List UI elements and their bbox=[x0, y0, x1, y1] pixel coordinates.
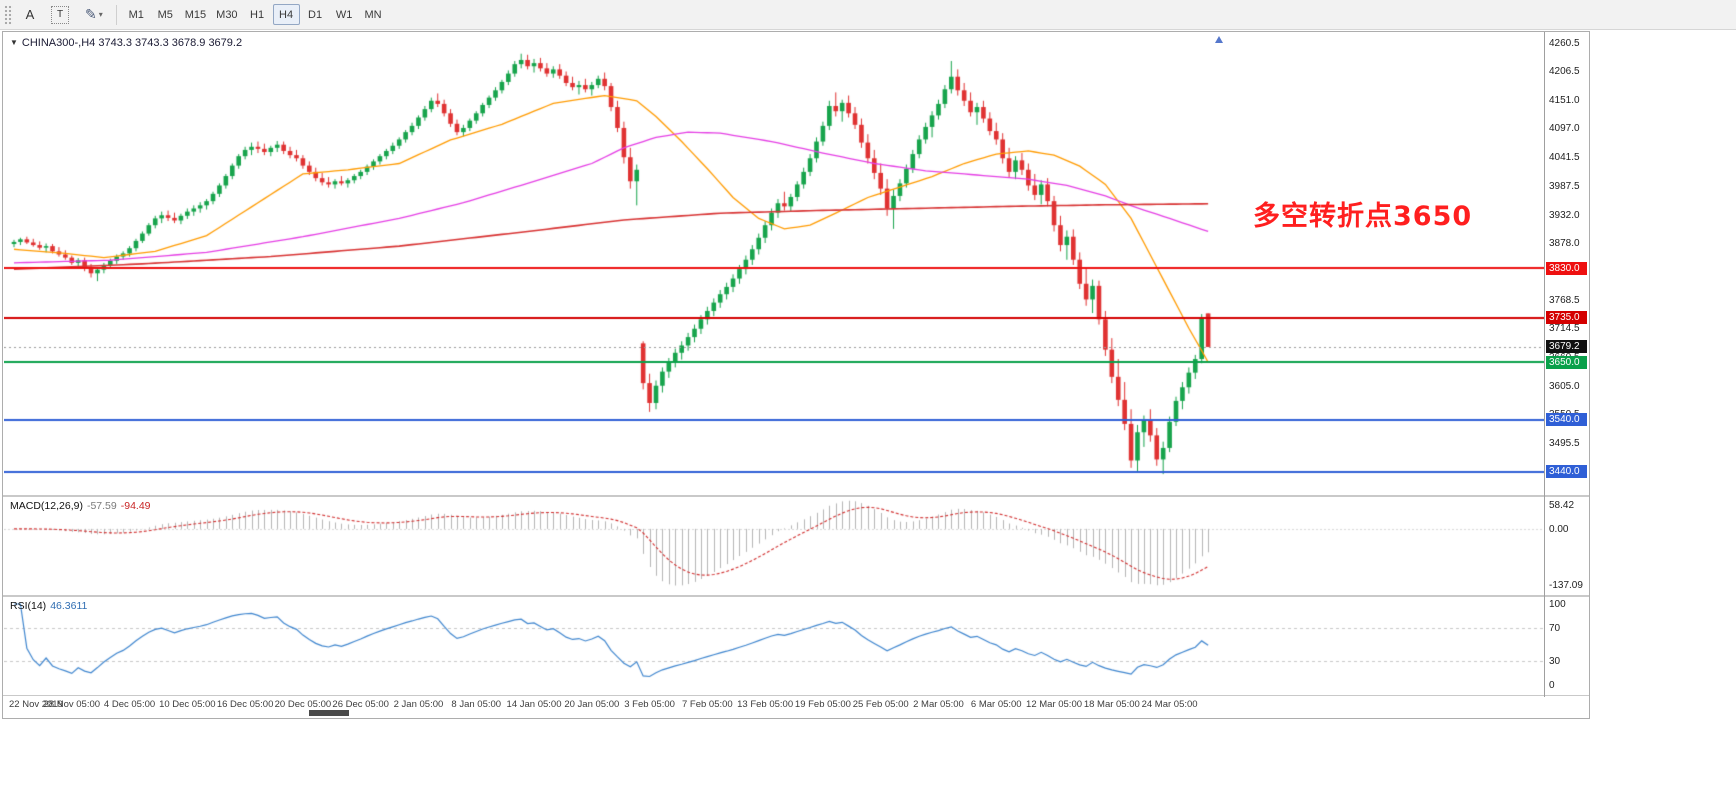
date-label: 2 Jan 05:00 bbox=[393, 699, 444, 710]
price-tag: 3650.0 bbox=[1546, 355, 1587, 369]
price-grid-label: 3495.5 bbox=[1549, 437, 1580, 449]
rsi-axis-label: 70 bbox=[1549, 623, 1561, 635]
timeframe-button-M30[interactable]: M30 bbox=[212, 4, 241, 25]
price-grid-label: 4097.0 bbox=[1549, 123, 1580, 135]
date-label: 18 Mar 05:00 bbox=[1083, 699, 1140, 710]
arrow-text-tool-button[interactable]: A bbox=[18, 3, 42, 27]
toolbar-grip[interactable] bbox=[4, 4, 13, 25]
date-label: 28 Nov 05:00 bbox=[43, 699, 101, 710]
price-grid-label: 3932.0 bbox=[1549, 209, 1580, 221]
rsi-axis-label: 30 bbox=[1549, 655, 1561, 667]
date-label: 20 Jan 05:00 bbox=[564, 699, 620, 710]
price-grid-label: 4151.0 bbox=[1549, 95, 1580, 107]
price-tag: 3440.0 bbox=[1546, 465, 1587, 479]
price-grid-label: 3987.5 bbox=[1549, 180, 1580, 192]
main-price-chart[interactable] bbox=[4, 33, 1544, 495]
price-tag: 3830.0 bbox=[1546, 261, 1587, 275]
date-label: 26 Dec 05:00 bbox=[332, 699, 389, 710]
symbol-menu-icon[interactable]: ▼ bbox=[10, 38, 18, 47]
timeframe-button-H1[interactable]: H1 bbox=[244, 4, 271, 25]
panel-separator[interactable] bbox=[3, 495, 1589, 497]
timeframe-button-D1[interactable]: D1 bbox=[302, 4, 329, 25]
date-label: 2 Mar 05:00 bbox=[913, 699, 964, 710]
chevron-down-icon: ▾ bbox=[98, 10, 103, 19]
rsi-value: 46.3611 bbox=[50, 600, 88, 612]
price-tag: 3540.0 bbox=[1546, 413, 1587, 427]
date-label: 12 Mar 05:00 bbox=[1026, 699, 1083, 710]
symbol-ohlc-title: ▼ CHINA300-,H4 3743.3 3743.3 3678.9 3679.… bbox=[10, 37, 243, 49]
timeframe-button-M15[interactable]: M15 bbox=[181, 4, 210, 25]
price-grid-label: 4206.5 bbox=[1549, 66, 1580, 78]
text-label-tool-button[interactable]: T bbox=[44, 3, 76, 27]
chart-shift-marker-icon[interactable] bbox=[1215, 36, 1223, 43]
timeframe-button-group: M1 M5 M15 M30 H1 H4 D1 W1 MN bbox=[122, 4, 388, 25]
date-label: 19 Feb 05:00 bbox=[794, 699, 851, 710]
price-grid-label: 3714.5 bbox=[1549, 323, 1580, 335]
date-label: 4 Dec 05:00 bbox=[103, 699, 156, 710]
timeframe-button-MN[interactable]: MN bbox=[360, 4, 387, 25]
panel-separator[interactable] bbox=[3, 595, 1589, 597]
date-label: 6 Mar 05:00 bbox=[970, 699, 1022, 710]
chart-window: ▼ CHINA300-,H4 3743.3 3743.3 3678.9 3679.… bbox=[2, 31, 1590, 719]
date-label: 22 Nov 2019 bbox=[9, 699, 63, 710]
price-tag: 3735.0 bbox=[1546, 311, 1587, 325]
date-label: 8 Jan 05:00 bbox=[451, 699, 502, 710]
macd-indicator-chart[interactable] bbox=[4, 497, 1544, 595]
date-label: 3 Feb 05:00 bbox=[624, 699, 675, 710]
date-label: 14 Jan 05:00 bbox=[506, 699, 562, 710]
date-label: 7 Feb 05:00 bbox=[682, 699, 733, 710]
date-label: 24 Mar 05:00 bbox=[1141, 699, 1198, 710]
rsi-axis-label: 100 bbox=[1549, 599, 1566, 610]
rsi-indicator-label: RSI(14) 46.3611 bbox=[10, 600, 88, 612]
timeframe-button-M5[interactable]: M5 bbox=[152, 4, 179, 25]
price-grid-label: 4041.5 bbox=[1549, 152, 1580, 164]
price-grid-label: 4260.5 bbox=[1549, 37, 1580, 49]
date-label: 20 Dec 05:00 bbox=[274, 699, 332, 710]
pencil-icon: ✎ bbox=[85, 6, 97, 22]
price-tag: 3679.2 bbox=[1546, 340, 1587, 354]
timeframe-button-W1[interactable]: W1 bbox=[331, 4, 358, 25]
macd-signal-value: -94.49 bbox=[120, 500, 151, 512]
toolbar-separator bbox=[115, 4, 117, 25]
date-label: 16 Dec 05:00 bbox=[216, 699, 274, 710]
chart-text-annotation: 多空转折点3650 bbox=[1253, 201, 1473, 232]
price-grid-label: 3878.0 bbox=[1549, 237, 1580, 249]
macd-axis-label: 0.00 bbox=[1549, 523, 1569, 535]
macd-axis-label: 58.42 bbox=[1549, 500, 1575, 511]
timeframe-button-H4[interactable]: H4 bbox=[272, 4, 300, 25]
price-grid-label: 3605.0 bbox=[1549, 380, 1580, 392]
toolbar: A T ✎ ▾ M1 M5 M15 M30 H1 H4 D1 W1 MN bbox=[0, 0, 1736, 30]
rsi-indicator-chart[interactable] bbox=[4, 597, 1544, 695]
timeframe-button-M1[interactable]: M1 bbox=[123, 4, 150, 25]
date-label: 10 Dec 05:00 bbox=[159, 699, 216, 710]
price-grid-label: 3768.5 bbox=[1549, 295, 1580, 307]
price-scale-separator bbox=[1544, 32, 1545, 697]
macd-axis-label: -137.09 bbox=[1549, 580, 1583, 591]
macd-indicator-label: MACD(12,26,9) -57.59 -94.49 bbox=[10, 500, 151, 512]
panel-separator[interactable] bbox=[3, 695, 1589, 696]
date-label: 13 Feb 05:00 bbox=[737, 699, 794, 710]
text-tool-icon: T bbox=[51, 5, 69, 24]
rsi-axis-label: 0 bbox=[1549, 680, 1555, 691]
drawing-tool-button[interactable]: ✎ ▾ bbox=[78, 3, 110, 27]
date-label: 25 Feb 05:00 bbox=[852, 699, 909, 710]
macd-main-value: -57.59 bbox=[86, 500, 117, 512]
h-scrollbar-thumb[interactable] bbox=[309, 710, 349, 716]
